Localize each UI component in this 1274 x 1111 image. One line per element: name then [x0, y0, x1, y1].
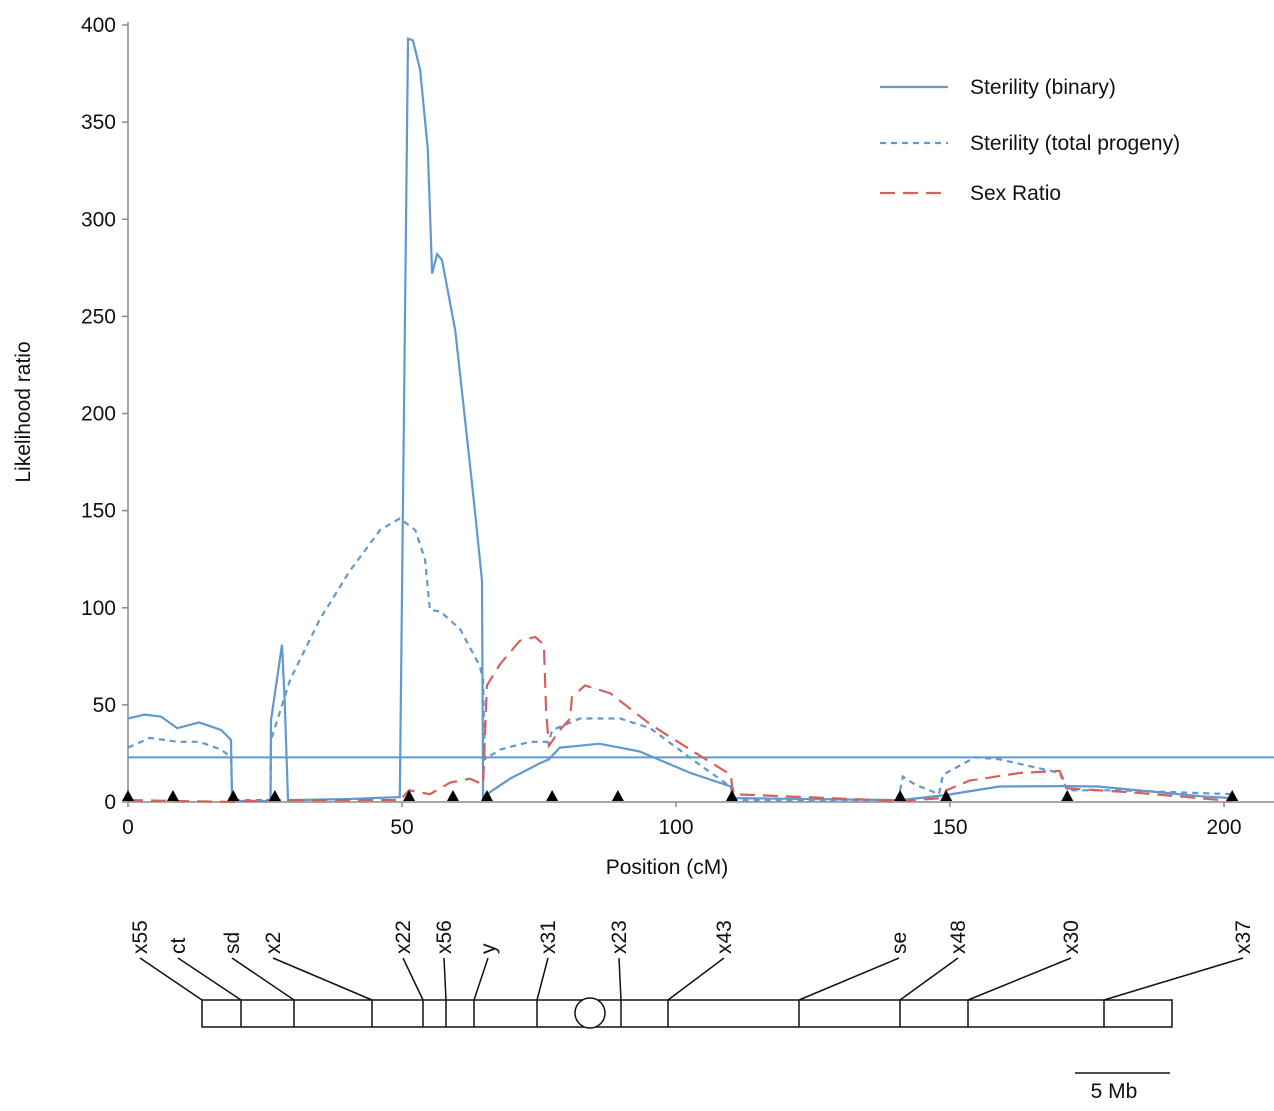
- marker-label: x48: [947, 920, 970, 954]
- series-line: [127, 635, 1233, 804]
- marker-triangle: [122, 790, 134, 801]
- marker-leader: [272, 957, 373, 1001]
- marker-leader: [536, 957, 549, 1001]
- marker-triangle: [725, 790, 738, 801]
- marker-label: x2: [262, 932, 285, 954]
- y-axis-label: Likelihood ratio: [12, 341, 35, 482]
- legend-label: Sterility (total progeny): [970, 132, 1180, 155]
- marker-triangle: [268, 790, 281, 801]
- x-tick-label: 50: [390, 816, 413, 839]
- marker-triangle: [1061, 790, 1074, 801]
- x-tick-label: 0: [122, 816, 134, 839]
- marker-leader: [967, 957, 1072, 1001]
- marker-leader: [1103, 957, 1244, 1001]
- scale-label: 5 Mb: [1091, 1080, 1138, 1103]
- x-axis-label: Position (cM): [606, 856, 729, 879]
- marker-label: x37: [1232, 920, 1255, 954]
- marker-triangle: [940, 790, 953, 801]
- x-tick-label: 100: [658, 816, 693, 839]
- marker-label: sd: [221, 932, 244, 954]
- centromere: [574, 997, 606, 1029]
- y-tick-label: 150: [81, 500, 116, 523]
- y-tick-label: 400: [81, 14, 116, 37]
- marker-leader: [798, 957, 900, 1001]
- marker-label: x55: [129, 920, 152, 954]
- chromosome: [201, 999, 1173, 1028]
- y-tick-label: 50: [93, 694, 116, 717]
- marker-triangle: [166, 790, 179, 801]
- y-tick-label: 250: [81, 305, 116, 328]
- series-line: [127, 517, 1233, 802]
- x-tick-label: 200: [1206, 816, 1241, 839]
- chromosome-map: 5 Mb x55 ct sd x2 x22 x56 y x31 x23 x43 se x48 x30 x3…: [129, 920, 1255, 1103]
- marker-triangle: [403, 790, 416, 801]
- legend-label: Sterility (binary): [970, 76, 1116, 99]
- marker-label: x22: [392, 920, 415, 954]
- marker-leader: [402, 957, 424, 1001]
- marker-triangle: [546, 790, 559, 801]
- marker-label: se: [888, 932, 911, 954]
- marker-label: ct: [167, 938, 190, 955]
- y-tick-label: 0: [104, 791, 116, 814]
- marker-label: y: [477, 943, 500, 954]
- marker-triangle: [1226, 790, 1239, 801]
- x-tick-label: 150: [932, 816, 967, 839]
- marker-label: x23: [608, 920, 631, 954]
- marker-triangle: [446, 790, 459, 801]
- y-tick-label: 350: [81, 111, 116, 134]
- marker-leader: [618, 957, 622, 1001]
- marker-leader: [899, 957, 959, 1001]
- marker-triangle: [480, 790, 493, 801]
- marker-label: x56: [433, 920, 456, 954]
- marker-leader: [177, 957, 242, 1001]
- y-tick-label: 300: [81, 208, 116, 231]
- marker-triangle: [894, 790, 907, 801]
- y-tick-label: 100: [81, 597, 116, 620]
- marker-label: x43: [713, 920, 736, 954]
- marker-leader: [667, 957, 725, 1001]
- marker-triangle: [227, 790, 240, 801]
- marker-triangle: [611, 790, 624, 801]
- legend-label: Sex Ratio: [970, 182, 1061, 205]
- marker-label: x31: [537, 920, 560, 954]
- y-tick-label: 200: [81, 403, 116, 426]
- marker-leader: [443, 957, 447, 1001]
- marker-leader: [139, 957, 203, 1001]
- marker-leader: [231, 957, 295, 1001]
- marker-leader: [473, 957, 489, 1001]
- marker-label: x30: [1060, 920, 1083, 954]
